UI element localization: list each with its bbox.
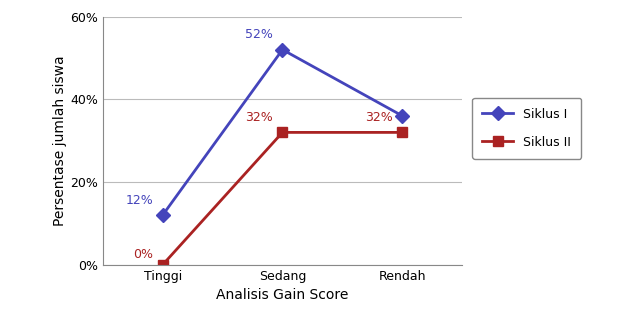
Siklus I (399, 114, 406, 118)
Line: Siklus II: Siklus II (158, 127, 407, 270)
Siklus II (159, 263, 166, 267)
X-axis label: Analisis Gain Score: Analisis Gain Score (216, 288, 349, 302)
Text: 12%: 12% (125, 194, 153, 207)
Text: 32%: 32% (365, 111, 393, 124)
Text: 0%: 0% (133, 248, 153, 261)
Legend: Siklus I, Siklus II: Siklus I, Siklus II (472, 98, 581, 159)
Siklus II (279, 130, 286, 134)
Text: 52%: 52% (245, 28, 273, 41)
Siklus I (159, 213, 166, 217)
Siklus I (279, 48, 286, 52)
Y-axis label: Persentase jumlah siswa: Persentase jumlah siswa (53, 55, 67, 226)
Siklus II (399, 130, 406, 134)
Text: 32%: 32% (245, 111, 273, 124)
Line: Siklus I: Siklus I (158, 45, 407, 220)
